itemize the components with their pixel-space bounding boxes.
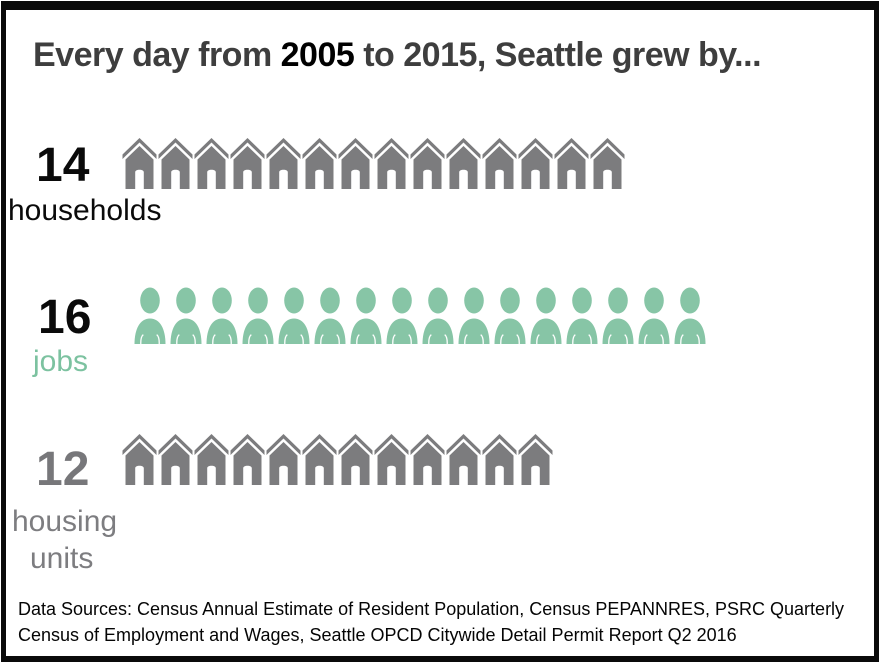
house-icon	[338, 137, 373, 192]
jobs-label: jobs	[33, 345, 89, 378]
person-icon	[349, 287, 383, 344]
house-icon	[482, 433, 517, 488]
person-icon	[205, 287, 239, 344]
house-icon	[230, 137, 265, 192]
households-value: 14	[36, 139, 90, 192]
house-icon	[410, 137, 445, 192]
house-icon	[230, 433, 265, 488]
house-icon	[554, 137, 589, 192]
infographic-title: Every day from 2005 to 2015, Seattle gre…	[33, 36, 762, 75]
person-icon	[277, 287, 311, 344]
house-icon	[446, 433, 481, 488]
house-icon	[194, 137, 229, 192]
person-icon	[565, 287, 599, 344]
housing-units-value: 12	[36, 443, 90, 496]
person-icon	[169, 287, 203, 344]
house-icon	[158, 433, 193, 488]
jobs-value: 16	[38, 291, 92, 344]
house-icon	[410, 433, 445, 488]
house-icon	[518, 137, 553, 192]
house-icon	[374, 137, 409, 192]
housing-units-label-line1: housing	[12, 505, 118, 538]
house-icon	[266, 137, 301, 192]
title-part2: to 2015, Seattle grew by...	[354, 36, 762, 74]
house-icon	[374, 433, 409, 488]
housing-units-icon-row	[122, 433, 553, 488]
data-sources: Data Sources: Census Annual Estimate of …	[18, 596, 858, 648]
title-highlight-2005: 2005	[280, 36, 355, 74]
person-icon	[385, 287, 419, 344]
person-icon	[133, 287, 167, 344]
house-icon	[158, 137, 193, 192]
person-icon	[601, 287, 635, 344]
house-icon	[302, 137, 337, 192]
data-sources-line1: Data Sources: Census Annual Estimate of …	[18, 599, 845, 619]
data-sources-line2: Census of Employment and Wages, Seattle …	[18, 625, 737, 645]
house-icon	[590, 137, 625, 192]
person-icon	[529, 287, 563, 344]
person-icon	[241, 287, 275, 344]
house-icon	[266, 433, 301, 488]
house-icon	[122, 137, 157, 192]
jobs-icon-row	[133, 287, 707, 344]
title-part1: Every day from	[33, 36, 281, 74]
house-icon	[482, 137, 517, 192]
households-icon-row	[122, 137, 625, 192]
house-icon	[302, 433, 337, 488]
person-icon	[457, 287, 491, 344]
person-icon	[637, 287, 671, 344]
house-icon	[518, 433, 553, 488]
households-label: households	[8, 194, 162, 227]
person-icon	[493, 287, 527, 344]
person-icon	[421, 287, 455, 344]
person-icon	[313, 287, 347, 344]
house-icon	[338, 433, 373, 488]
house-icon	[194, 433, 229, 488]
house-icon	[446, 137, 481, 192]
house-icon	[122, 433, 157, 488]
person-icon	[673, 287, 707, 344]
housing-units-label-line2: units	[30, 542, 94, 575]
